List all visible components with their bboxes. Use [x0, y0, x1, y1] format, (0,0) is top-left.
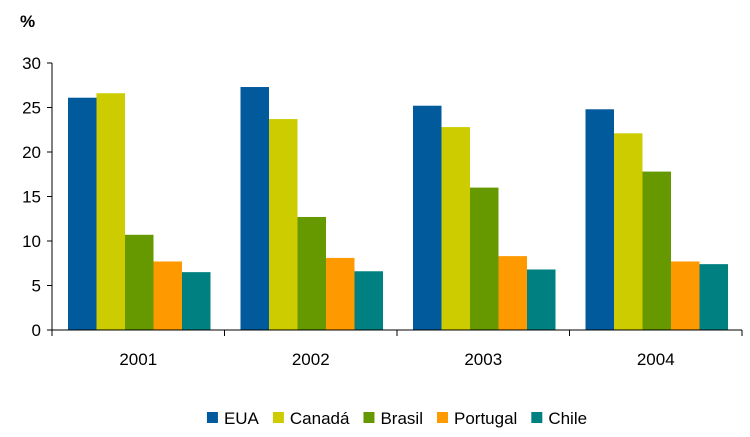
bar-portugal-2002	[326, 257, 355, 330]
series-portugal	[153, 256, 700, 330]
legend-item: Canadá	[272, 409, 350, 428]
bar-canadá-2004	[614, 133, 643, 330]
y-tick-label: 25	[22, 99, 41, 118]
bar-portugal-2003	[498, 256, 527, 330]
bar-canadá-2001	[96, 93, 125, 330]
bar-chile-2003	[527, 269, 556, 330]
legend-item: Portugal	[436, 409, 517, 428]
legend-label: Canadá	[290, 409, 350, 428]
legend-item: Brasil	[363, 409, 423, 428]
legend-label: Chile	[548, 409, 587, 428]
series-brasil	[125, 171, 671, 330]
legend-swatch	[436, 412, 448, 423]
bar-eua-2004	[585, 109, 614, 330]
bar-chile-2001	[182, 272, 211, 330]
series-canadá	[96, 93, 643, 330]
legend: EUA Canadá Brasil Portugal Chile	[206, 409, 587, 428]
legend-label: Brasil	[380, 409, 423, 428]
y-axis-label: %	[20, 12, 35, 31]
legend-swatch	[206, 412, 218, 423]
bar-chile-2004	[699, 264, 728, 330]
bar-brasil-2004	[642, 171, 671, 330]
bar-brasil-2003	[470, 187, 499, 330]
bar-eua-2002	[240, 87, 269, 330]
x-tick-label: 2003	[464, 350, 502, 369]
bar-chile-2002	[354, 271, 383, 330]
y-tick-label: 5	[32, 277, 41, 296]
series-eua	[68, 87, 614, 331]
x-tick-label: 2004	[637, 350, 675, 369]
y-ticks: 0 5 10 15 20 25 30	[22, 54, 52, 340]
legend-label: Portugal	[454, 409, 517, 428]
legend-item: EUA	[206, 409, 260, 428]
legend-label: EUA	[224, 409, 260, 428]
bar-eua-2001	[68, 97, 97, 331]
legend-item: Chile	[531, 409, 587, 428]
y-tick-label: 20	[22, 143, 41, 162]
y-tick-label: 0	[32, 321, 41, 340]
legend-swatch	[363, 412, 375, 423]
legend-swatch	[531, 412, 543, 423]
bar-brasil-2001	[125, 234, 154, 330]
bar-brasil-2002	[297, 216, 326, 330]
bar-portugal-2004	[671, 261, 700, 330]
x-tick-label: 2002	[292, 350, 330, 369]
series-chile	[182, 264, 728, 330]
bar-canadá-2003	[441, 127, 470, 330]
x-ticks: 2001 2002 2003 2004	[51, 330, 743, 369]
legend-swatch	[272, 412, 284, 423]
y-tick-label: 10	[22, 232, 41, 251]
x-axis: 2001 2002 2003 2004	[51, 329, 743, 369]
x-tick-label: 2001	[119, 350, 157, 369]
bar-canadá-2002	[269, 119, 298, 330]
y-axis: 0 5 10 15 20 25 30	[22, 54, 53, 340]
bar-eua-2003	[413, 105, 442, 330]
y-tick-label: 30	[22, 54, 41, 73]
y-tick-label: 15	[22, 188, 41, 207]
bars	[68, 87, 728, 331]
bar-portugal-2001	[153, 261, 182, 330]
